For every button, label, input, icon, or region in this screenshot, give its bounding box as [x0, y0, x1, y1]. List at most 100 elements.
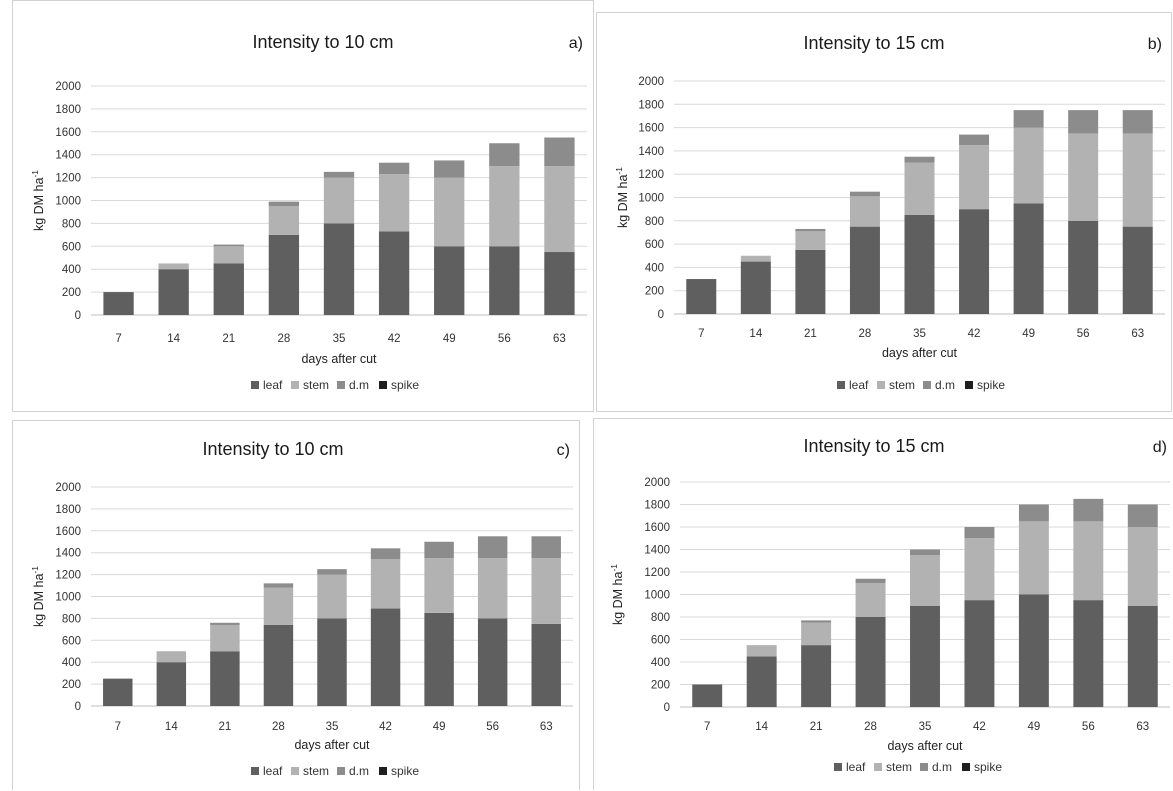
y-tick-label: 1400: [638, 146, 664, 158]
legend-swatch-dm: [337, 767, 345, 775]
x-tick-label: 7: [115, 333, 121, 345]
x-tick-label: 14: [755, 721, 768, 733]
bar-dm-day-63: [544, 137, 575, 167]
bar-stem-day-42: [370, 559, 401, 609]
y-tick-label: 1400: [644, 545, 670, 557]
bar-stem-day-21: [213, 246, 244, 264]
y-tick-label: 0: [664, 702, 670, 714]
y-tick-label: 600: [62, 635, 81, 647]
legend-swatch-stem: [291, 767, 299, 775]
bar-stem-day-28: [849, 196, 880, 227]
bar-stem-day-28: [855, 583, 886, 617]
bar-leaf-day-14: [746, 656, 777, 707]
bar-leaf-day-14: [156, 662, 187, 706]
bar-leaf-day-42: [959, 209, 990, 314]
bar-leaf-day-7: [103, 292, 134, 315]
bar-leaf-day-56: [489, 246, 520, 315]
bar-stem-day-14: [740, 255, 771, 262]
y-tick-label: 600: [651, 635, 670, 647]
bar-dm-day-42: [378, 162, 410, 175]
bar-dm-day-28: [263, 583, 294, 588]
bar-stem-day-28: [263, 587, 294, 625]
x-tick-label: 42: [973, 721, 986, 733]
bar-dm-day-56: [1073, 498, 1104, 522]
y-tick-label: 200: [651, 680, 670, 692]
y-tick-label: 1600: [55, 127, 81, 139]
bar-dm-day-42: [370, 548, 401, 560]
x-tick-label: 7: [115, 721, 121, 733]
bar-dm-day-63: [1122, 110, 1153, 134]
bar-stem-day-56: [1068, 133, 1099, 221]
bar-dm-day-49: [434, 160, 465, 178]
legend-swatch-dm: [337, 381, 345, 389]
y-tick-label: 1200: [638, 169, 664, 181]
x-tick-label: 42: [968, 328, 981, 340]
y-tick-label: 1800: [644, 500, 670, 512]
panel-label: c): [557, 442, 570, 459]
x-tick-label: 7: [698, 328, 704, 340]
legend-swatch-spike: [965, 381, 973, 389]
bar-dm-day-21: [210, 622, 240, 625]
legend-label-stem: stem: [889, 378, 915, 392]
x-tick-label: 35: [913, 328, 926, 340]
y-tick-label: 400: [62, 264, 81, 276]
bar-dm-day-21: [795, 228, 826, 232]
bar-leaf-day-21: [210, 651, 240, 706]
bar-dm-day-49: [1013, 110, 1044, 128]
y-axis-label: kg DM ha-1: [30, 566, 46, 627]
x-axis-label: days after cut: [294, 738, 370, 752]
bar-leaf-day-35: [904, 214, 935, 314]
legend-label-stem: stem: [303, 764, 329, 778]
bar-stem-day-63: [1122, 133, 1153, 227]
bar-leaf-day-14: [740, 261, 771, 314]
bar-leaf-day-35: [323, 223, 355, 315]
y-tick-label: 800: [645, 216, 664, 228]
x-tick-label: 56: [1082, 721, 1095, 733]
bar-leaf-day-49: [1013, 203, 1044, 314]
legend-label-leaf: leaf: [263, 764, 283, 778]
bar-leaf-day-28: [849, 226, 880, 314]
legend-swatch-spike: [962, 763, 970, 771]
bar-leaf-day-42: [378, 231, 410, 315]
bar-stem-day-49: [424, 558, 454, 613]
legend-label-spike: spike: [391, 378, 419, 392]
bar-dm-day-56: [1068, 110, 1099, 134]
legend-swatch-dm: [920, 763, 928, 771]
y-tick-label: 1400: [55, 548, 81, 560]
y-tick-label: 800: [62, 613, 81, 625]
chart-panel-d: Intensity to 15 cm d) 0 200 400 600 800 1000 120…: [593, 418, 1173, 790]
bar-leaf-day-7: [692, 684, 723, 707]
x-tick-label: 28: [864, 721, 877, 733]
bar-leaf-day-56: [1068, 220, 1099, 314]
bar-leaf-day-7: [103, 678, 133, 706]
y-tick-label: 1400: [55, 150, 81, 162]
x-tick-label: 42: [388, 333, 401, 345]
bar-dm-day-63: [1127, 504, 1158, 527]
x-tick-label: 56: [486, 721, 499, 733]
legend-swatch-spike: [379, 767, 387, 775]
chart-panel-b: Intensity to 15 cm b) 0 200 400 600 800 1000 120…: [596, 12, 1172, 412]
bar-dm-day-49: [1018, 504, 1049, 522]
bar-stem-day-63: [1127, 527, 1158, 606]
y-tick-label: 1800: [55, 104, 81, 116]
chart-svg: Intensity to 10 cm c) 0 200 400 600 800 1000 120…: [30, 439, 573, 778]
chart-panel-c: Intensity to 10 cm c) 0 200 400 600 800 1000 120…: [12, 420, 580, 790]
x-tick-label: 42: [379, 721, 392, 733]
bar-dm-day-42: [959, 134, 990, 146]
x-tick-label: 14: [749, 328, 762, 340]
bar-dm-day-35: [317, 569, 347, 575]
y-tick-label: 600: [62, 241, 81, 253]
bar-leaf-day-63: [531, 623, 561, 706]
legend-label-spike: spike: [977, 378, 1005, 392]
x-tick-label: 28: [859, 328, 872, 340]
chart-svg: Intensity to 15 cm b) 0 200 400 600 800 1000 120…: [614, 33, 1165, 392]
x-tick-label: 63: [1136, 721, 1149, 733]
bar-dm-day-42: [964, 527, 995, 539]
bar-stem-day-42: [378, 174, 410, 232]
bar-dm-day-28: [855, 578, 886, 584]
bar-leaf-day-56: [477, 618, 508, 706]
panel-label: b): [1148, 36, 1162, 53]
chart-svg: Intensity to 15 cm d) 0 200 400 600 800 1000 120…: [609, 436, 1170, 774]
legend-swatch-leaf: [251, 767, 259, 775]
bar-leaf-day-63: [544, 252, 575, 315]
